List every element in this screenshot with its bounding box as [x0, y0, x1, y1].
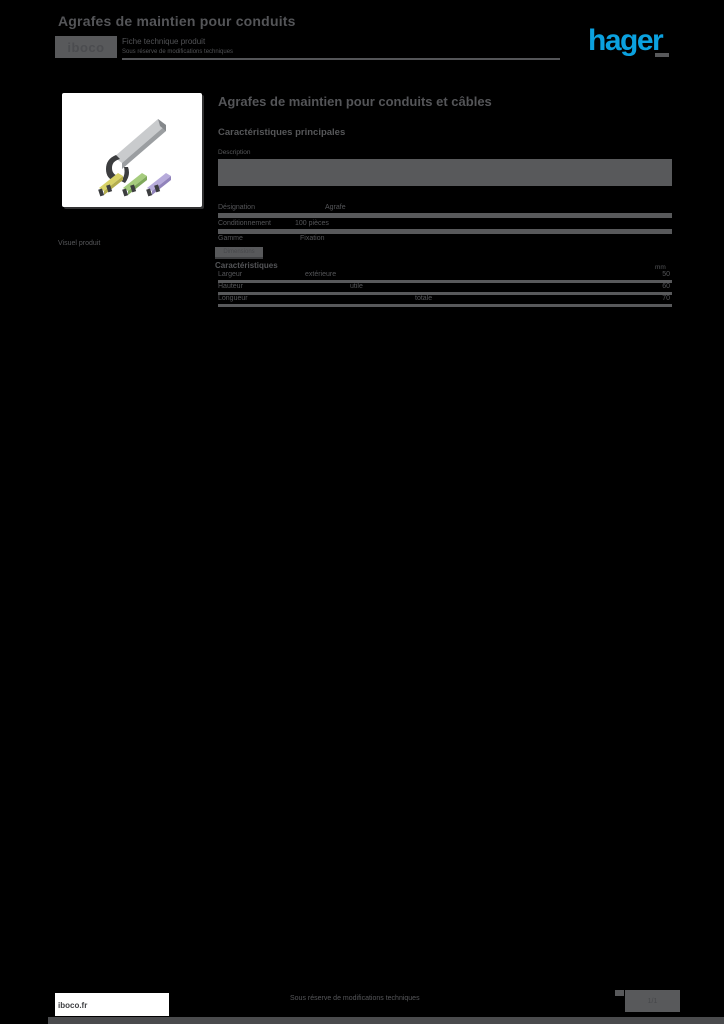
metal-clip-illustration	[106, 119, 166, 183]
spec-row-value: 60	[662, 283, 670, 290]
info-row-value: 100 pièces	[295, 220, 329, 227]
hager-logo: hager	[588, 24, 664, 57]
header-subtitle-line1: Fiche technique produit	[122, 37, 206, 46]
spec-row-label: Longueur	[218, 295, 248, 302]
footer-page-label: 1/1	[647, 997, 658, 1005]
footer-page-box: 1/1	[625, 990, 680, 1012]
product-photo-clips	[98, 119, 171, 197]
spec-row-divider	[218, 292, 672, 295]
info-row-label: Conditionnement	[218, 220, 271, 227]
info-row-divider	[218, 213, 672, 218]
yellow-clip-illustration	[98, 173, 123, 197]
footer-site-link[interactable]: iboco.fr	[58, 1001, 88, 1010]
product-image-box	[62, 93, 202, 207]
info-row-value: Fixation	[300, 235, 325, 242]
description-label: Description	[218, 149, 251, 156]
document-title: Agrafes de maintien pour conduits	[58, 13, 296, 29]
info-row-label: Désignation	[218, 204, 255, 211]
footer-note: Sous réserve de modifications techniques	[290, 995, 420, 1002]
footer-bottom-bar	[48, 1017, 724, 1024]
header-divider	[122, 58, 560, 60]
green-clip-illustration	[122, 173, 147, 197]
info-row-divider	[218, 229, 672, 234]
iboco-logo-text: iboco	[67, 39, 105, 55]
info-row-value: Agrafe	[325, 204, 346, 211]
spec-tab-label: Dimensions	[223, 249, 255, 255]
spec-row-desc: utile	[350, 283, 363, 290]
footer-site-box: iboco.fr	[55, 993, 169, 1016]
spec-row-desc: extérieure	[305, 271, 337, 278]
spec-row-divider	[218, 280, 672, 283]
spec-unit-header: mm	[655, 264, 666, 271]
visual-caption: Visuel produit	[58, 240, 101, 247]
iboco-logo-block: iboco	[55, 36, 117, 58]
product-title: Agrafes de maintien pour conduits et câb…	[218, 94, 492, 109]
spec-row-value: 50	[662, 271, 670, 278]
spec-row-label: Hauteur	[218, 283, 243, 290]
spec-row-label: Largeur	[218, 271, 243, 278]
spec-row-desc: totale	[415, 295, 433, 302]
spec-tab: Dimensions	[215, 247, 263, 259]
footer-page-notch	[615, 990, 624, 996]
hager-logo-registered-mark	[655, 53, 669, 57]
spec-row-divider	[218, 304, 672, 307]
purple-clip-illustration	[146, 173, 171, 197]
info-row-label: Gamme	[218, 235, 243, 242]
section-heading: Caractéristiques principales	[218, 127, 346, 138]
header-subtitle-line2: Sous réserve de modifications techniques	[122, 49, 234, 55]
spec-heading: Caractéristiques	[215, 261, 278, 270]
spec-row-value: 70	[662, 295, 670, 302]
description-text-block	[218, 159, 672, 186]
